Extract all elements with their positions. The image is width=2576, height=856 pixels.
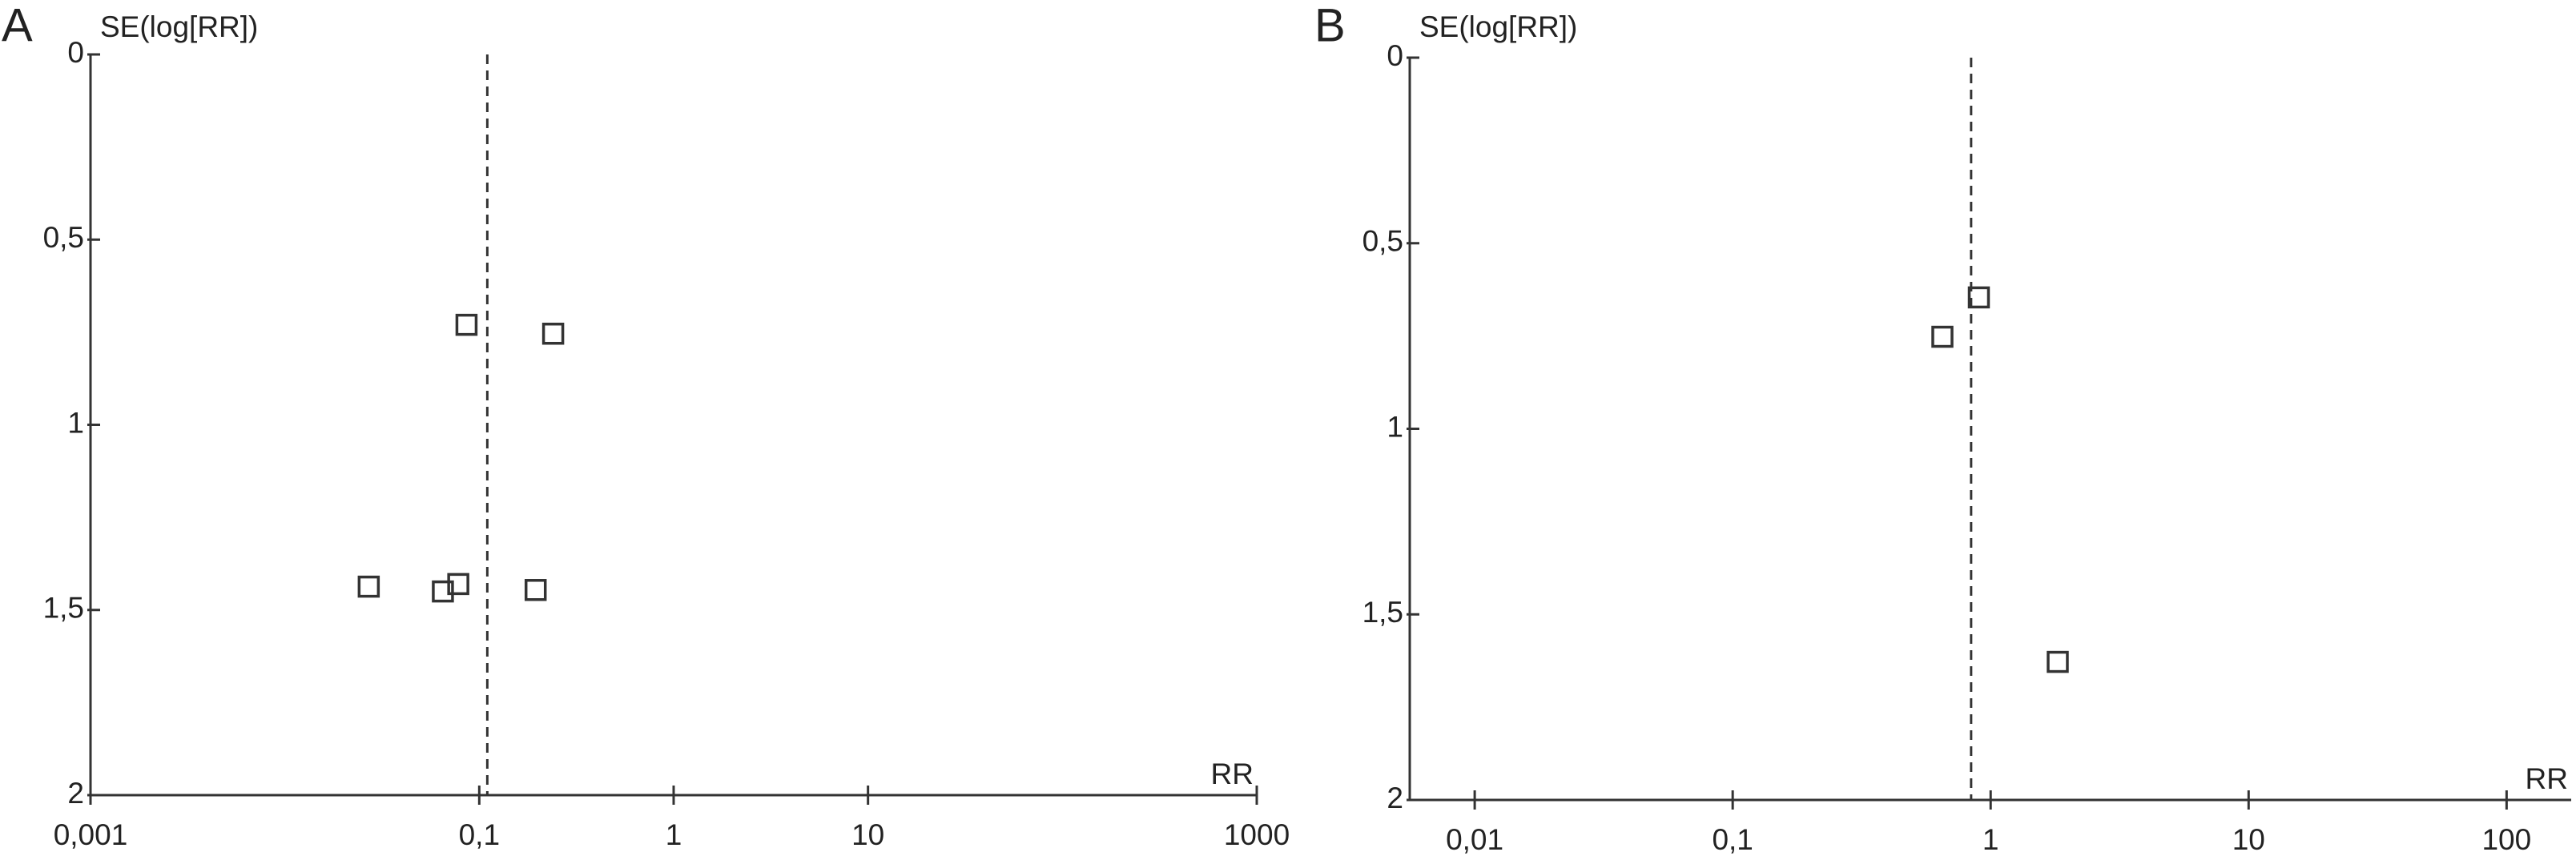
y-tick-label: 1 (1387, 410, 1403, 443)
study-marker (524, 579, 547, 601)
y-tick-label: 1,5 (43, 592, 84, 625)
panel-label: B (1314, 0, 1346, 51)
y-tick-label: 0 (1387, 39, 1403, 72)
panel-label: A (2, 0, 33, 51)
x-tick-label: 0,001 (54, 818, 128, 851)
study-marker (1967, 286, 1990, 309)
study-marker (447, 573, 469, 596)
x-axis-title: RR (1211, 758, 1254, 790)
x-tick-label: 0,01 (1446, 823, 1503, 856)
study-marker (432, 580, 454, 603)
x-tick-label: 10 (851, 818, 884, 851)
y-tick-label: 1 (67, 406, 84, 439)
y-tick-label: 0 (67, 36, 84, 69)
x-axis-title: RR (2526, 762, 2568, 795)
x-tick-label: 1 (666, 818, 682, 851)
y-tick-label: 1,5 (1362, 596, 1403, 629)
study-marker (2047, 650, 2069, 673)
x-tick-label: 1 (1982, 823, 1999, 856)
study-marker (357, 575, 380, 598)
y-tick-label: 0,5 (43, 221, 84, 254)
y-tick-label: 2 (67, 777, 84, 810)
study-marker (541, 322, 565, 345)
y-axis-title: SE(log[RR]) (100, 10, 258, 43)
study-marker (455, 313, 478, 336)
x-tick-label: 0,1 (459, 818, 500, 851)
y-tick-label: 2 (1387, 782, 1403, 814)
y-tick-label: 0,5 (1362, 225, 1403, 258)
x-tick-label: 10 (2232, 823, 2265, 856)
x-tick-label: 100 (2481, 823, 2531, 856)
x-tick-label: 1000 (1224, 818, 1290, 851)
study-marker (1931, 325, 1954, 348)
x-tick-label: 0,1 (1712, 823, 1753, 856)
y-axis-title: SE(log[RR]) (1419, 10, 1577, 43)
